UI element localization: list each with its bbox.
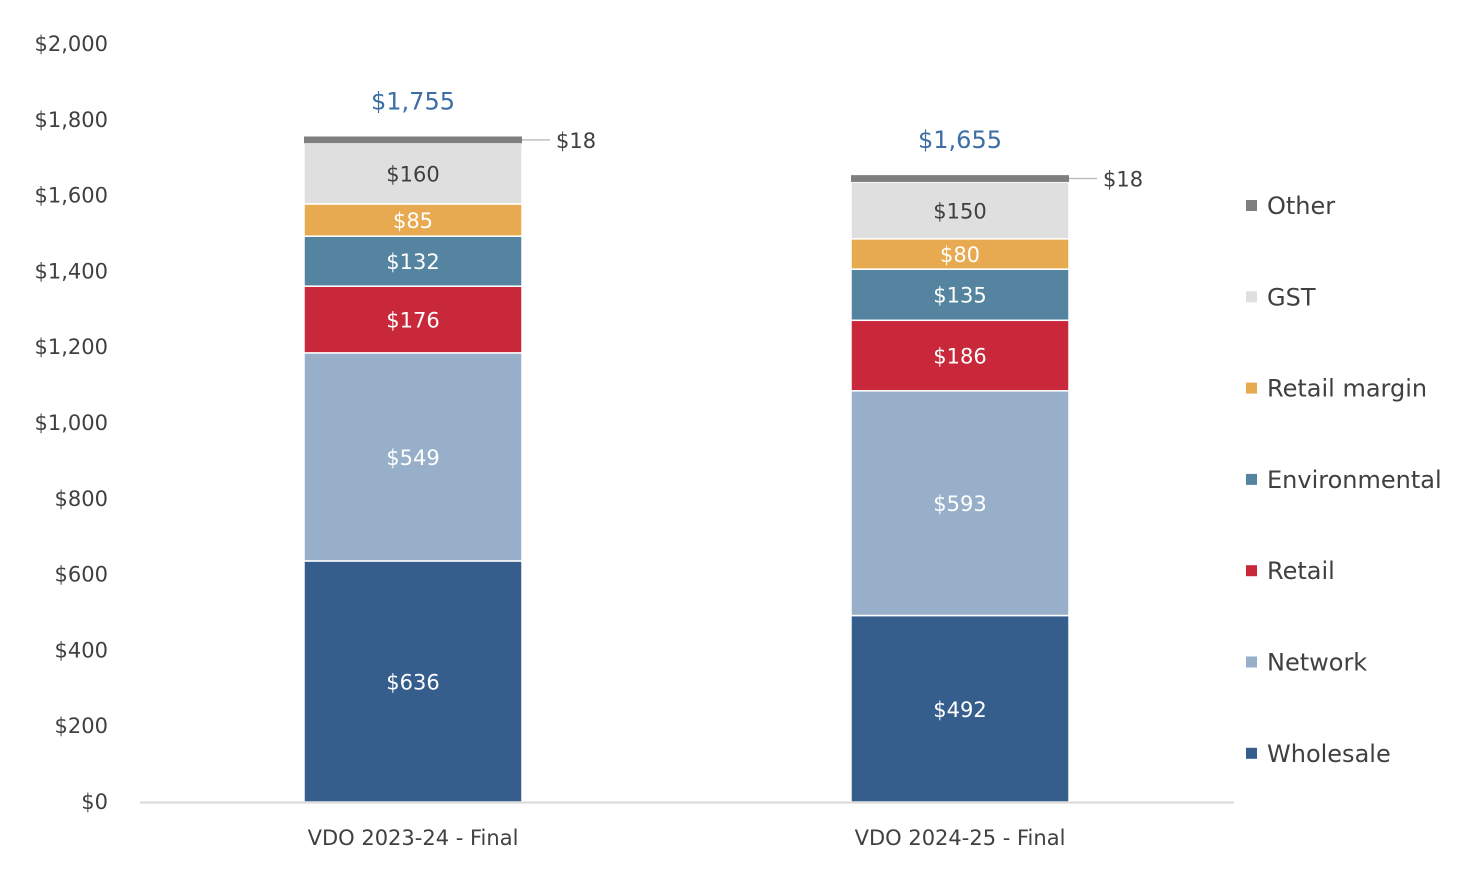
data-label: $549 (386, 446, 439, 470)
legend-label: Retail margin (1267, 375, 1427, 403)
y-tick-label: $200 (55, 714, 108, 738)
legend-swatch (1246, 291, 1257, 303)
data-label: $492 (933, 698, 986, 722)
data-label: $80 (940, 243, 980, 267)
data-label: $160 (386, 163, 439, 187)
bar-segment-network (850, 390, 1070, 617)
legend-swatch (1246, 747, 1257, 759)
bar-segment-retail-margin (850, 238, 1070, 270)
legend-item: Retail margin (1246, 375, 1427, 403)
legend-label: Environmental (1267, 466, 1442, 494)
bars: $636 $549 $176 $132 $85 $160 $18 $1,755 $492 $593… (303, 87, 1143, 803)
bar-segment-gst (850, 181, 1070, 240)
legend-label: Retail (1267, 557, 1335, 585)
legend-swatch (1246, 473, 1257, 485)
y-tick-label: $1,400 (35, 259, 108, 283)
legend-swatch (1246, 656, 1257, 668)
y-tick-label: $600 (55, 563, 108, 587)
data-label: $18 (556, 129, 596, 153)
legend-label: Wholesale (1267, 740, 1391, 768)
legend: Other GST Retail margin Environmental Retail… (1246, 192, 1442, 768)
legend-item: GST (1246, 283, 1316, 311)
legend-swatch (1246, 382, 1257, 394)
bar-stack: $636 $549 $176 $132 $85 $160 $18 $1,755 (303, 87, 596, 803)
data-label: $135 (933, 284, 986, 308)
y-tick-label: $1,000 (35, 411, 108, 435)
x-category-label: VDO 2024-25 - Final (855, 826, 1066, 850)
bar-segment-wholesale (850, 614, 1070, 803)
data-label: $186 (933, 345, 986, 369)
bar-stack: $492 $593 $186 $135 $80 $150 $18 $1,655 (850, 126, 1143, 803)
bar-segment-retail-margin (303, 203, 523, 237)
legend-swatch (1246, 565, 1257, 577)
data-label: $593 (933, 492, 986, 516)
bar-segment-wholesale (303, 560, 523, 803)
x-axis: VDO 2023-24 - Final VDO 2024-25 - Final (140, 801, 1234, 850)
legend-item: Network (1246, 649, 1367, 677)
total-label: $1,755 (371, 87, 455, 115)
legend-label: Network (1267, 649, 1367, 677)
legend-label: GST (1267, 283, 1316, 311)
y-tick-label: $1,200 (35, 335, 108, 359)
y-tick-label: $400 (55, 638, 108, 662)
bar-segment-retail (850, 319, 1070, 392)
x-category-label: VDO 2023-24 - Final (308, 826, 519, 850)
bar-segment-other (304, 136, 522, 144)
data-label: $636 (386, 670, 439, 694)
y-tick-label: $0 (81, 790, 108, 814)
data-label: $85 (393, 209, 433, 233)
total-label: $1,655 (918, 126, 1002, 154)
legend-item: Other (1246, 192, 1335, 220)
legend-label: Other (1267, 192, 1335, 220)
y-axis: $0 $200 $400 $600 $800 $1,000 $1,200 $1,400 $1,6… (35, 32, 108, 814)
data-label: $176 (386, 309, 439, 333)
legend-item: Retail (1246, 557, 1335, 585)
y-tick-label: $800 (55, 487, 108, 511)
bar-segment-gst (303, 142, 523, 205)
bar-segment-network (303, 352, 523, 562)
legend-swatch (1246, 200, 1257, 211)
y-tick-label: $1,600 (35, 184, 108, 208)
data-label: $150 (933, 199, 986, 223)
y-tick-label: $2,000 (35, 32, 108, 56)
y-tick-label: $1,800 (35, 108, 108, 132)
legend-item: Environmental (1246, 466, 1442, 494)
bar-segment-environmental (850, 268, 1070, 322)
bar-segment-other (851, 175, 1069, 182)
legend-item: Wholesale (1246, 740, 1391, 768)
data-label: $18 (1103, 168, 1143, 192)
bar-segment-environmental (303, 235, 523, 287)
data-label: $132 (386, 250, 439, 274)
